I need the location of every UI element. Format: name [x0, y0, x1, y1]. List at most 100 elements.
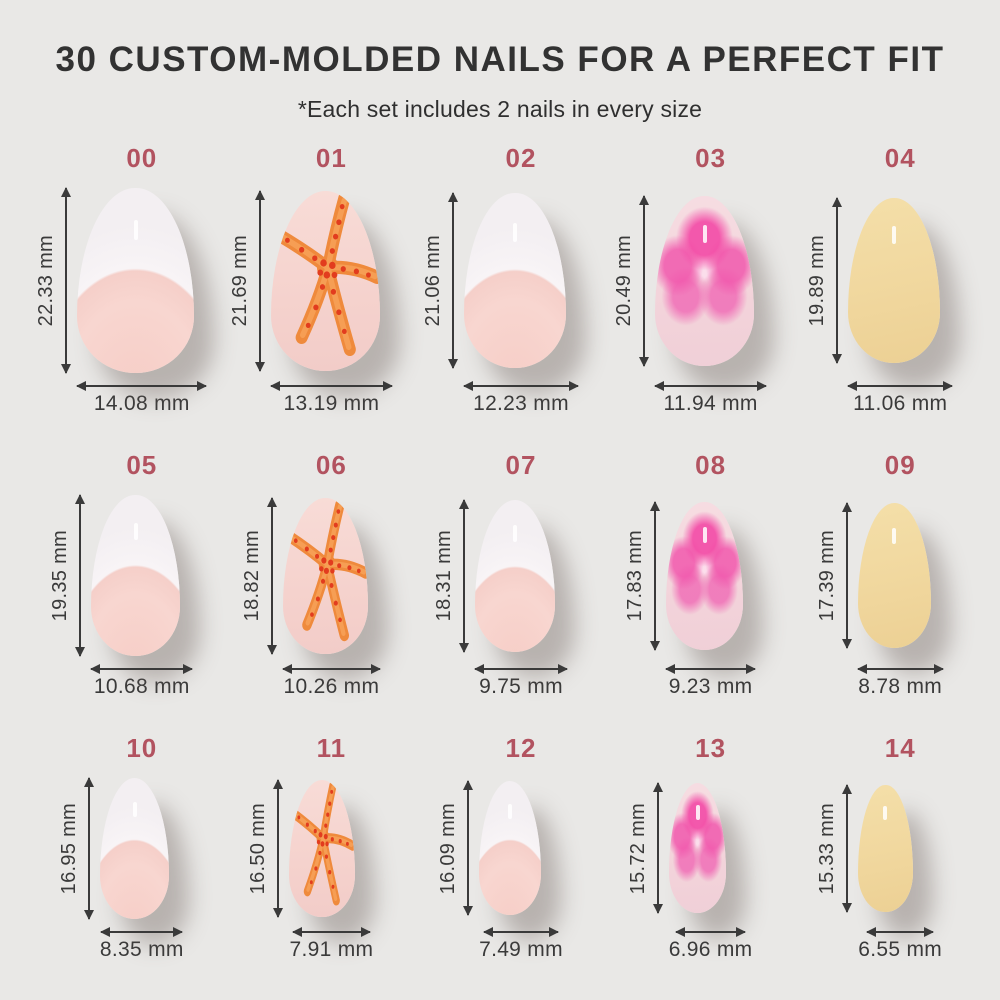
- nail-column: [282, 497, 380, 654]
- vertical-measure-arrow-icon: [654, 501, 657, 650]
- height-measure: 21.69 mm: [228, 190, 261, 371]
- size-number-label: 10: [126, 732, 158, 763]
- width-measurement-label: 8.78 mm: [858, 674, 943, 698]
- nail-size-cell: 01 21.69 mm: [216, 143, 406, 416]
- horizontal-measure-arrow-icon: [77, 385, 207, 388]
- nail-image-pink-flower: [666, 501, 743, 650]
- width-measurement-label: 9.75 mm: [479, 674, 563, 698]
- horizontal-measure-arrow-icon: [292, 930, 371, 933]
- height-measurement-label: 16.95 mm: [57, 802, 80, 894]
- width-measurement-label: 10.26 mm: [283, 674, 380, 698]
- horizontal-measure-arrow-icon: [675, 930, 746, 933]
- horizontal-measure-arrow-icon: [464, 385, 578, 388]
- nail-size-cell: 07 18.31 mm 9.75 mm: [405, 450, 595, 699]
- height-measurement-label: 15.33 mm: [816, 802, 839, 894]
- size-number-label: 14: [884, 732, 916, 763]
- nail-column: [464, 193, 578, 369]
- height-measurement-label: 19.35 mm: [49, 529, 72, 622]
- height-measurement-label: 18.31 mm: [432, 529, 455, 622]
- starfish-icon: [283, 498, 368, 641]
- nail-size-cell: 12 16.09 mm 7.49 mm: [405, 733, 595, 962]
- width-measurement-label: 12.23 mm: [473, 392, 569, 416]
- height-measurement-label: 15.72 mm: [626, 802, 649, 894]
- nail-image-french-tip: [479, 781, 542, 916]
- height-measure: 22.33 mm: [35, 188, 68, 374]
- vertical-measure-arrow-icon: [643, 195, 646, 366]
- nail-size-cell: 02 21.06 mm 12.23 mm: [405, 143, 595, 416]
- height-measurement-label: 21.06 mm: [422, 235, 445, 327]
- width-measurement-label: 13.19 mm: [283, 392, 380, 416]
- horizontal-measure-arrow-icon: [101, 930, 183, 933]
- size-number-label: 05: [126, 450, 158, 481]
- size-number-label: 07: [505, 450, 537, 481]
- nail-size-cell: 05 19.35 mm 10.68 mm: [26, 450, 216, 699]
- vertical-measure-arrow-icon: [270, 497, 273, 654]
- nail-image-french-tip: [77, 188, 195, 374]
- nail-size-cell: 08 17.83 mm 9.23 mm: [595, 450, 785, 699]
- size-number-label: 09: [884, 450, 916, 481]
- height-measure: 16.09 mm: [437, 781, 470, 916]
- width-measurement-label: 9.23 mm: [668, 674, 753, 698]
- height-measure: 15.72 mm: [626, 783, 659, 914]
- nail-image-pink-flower: [668, 783, 727, 914]
- vertical-measure-arrow-icon: [65, 188, 68, 374]
- horizontal-measure-arrow-icon: [91, 667, 193, 670]
- width-measurement-label: 7.49 mm: [479, 937, 563, 961]
- height-measure: 16.95 mm: [57, 777, 90, 919]
- horizontal-measure-arrow-icon: [474, 667, 568, 670]
- width-measurement-label: 10.68 mm: [93, 674, 190, 698]
- nail-column: [270, 190, 392, 371]
- nail-image-solid-yellow: [848, 198, 941, 364]
- width-measurement-label: 11.06 mm: [853, 392, 948, 416]
- size-number-label: 00: [126, 143, 158, 173]
- nail-size-cell: 00 22.33 mm 14.08 mm: [26, 143, 216, 416]
- size-number-label: 12: [505, 732, 537, 763]
- nail-column: [857, 503, 943, 648]
- height-measure: 18.31 mm: [432, 499, 465, 652]
- nail-image-solid-yellow: [858, 784, 913, 912]
- vertical-measure-arrow-icon: [79, 495, 82, 656]
- height-measure: 21.06 mm: [422, 193, 455, 369]
- nail-column: [289, 779, 373, 917]
- nail-column: [848, 198, 952, 364]
- size-number-label: 06: [315, 450, 347, 481]
- height-measurement-label: 18.82 mm: [240, 529, 263, 622]
- width-measurement-label: 7.91 mm: [289, 937, 374, 961]
- horizontal-measure-arrow-icon: [867, 930, 934, 933]
- nail-column: [479, 781, 563, 916]
- vertical-measure-arrow-icon: [846, 784, 849, 912]
- nail-image-orange-starfish: [282, 497, 368, 654]
- page-title: 30 CUSTOM-MOLDED NAILS FOR A PERFECT FIT: [55, 40, 945, 79]
- vertical-measure-arrow-icon: [258, 190, 261, 371]
- nail-column: [858, 784, 942, 912]
- horizontal-measure-arrow-icon: [857, 667, 943, 670]
- vertical-measure-arrow-icon: [87, 777, 90, 919]
- vertical-measure-arrow-icon: [656, 783, 659, 914]
- nail-image-pink-flower: [655, 195, 755, 366]
- height-measure: 15.33 mm: [816, 784, 849, 912]
- height-measure: 17.39 mm: [816, 503, 848, 648]
- size-number-label: 01: [315, 143, 347, 173]
- nail-image-solid-yellow: [857, 503, 931, 648]
- size-number-label: 11: [316, 732, 347, 763]
- nail-image-french-tip: [474, 499, 556, 652]
- width-measurement-label: 11.94 mm: [663, 392, 758, 416]
- nail-size-cell: 03 20.49 mm 11.94 mm: [595, 143, 785, 416]
- horizontal-measure-arrow-icon: [282, 667, 380, 670]
- height-measurement-label: 21.69 mm: [228, 235, 251, 327]
- height-measurement-label: 20.49 mm: [613, 234, 636, 327]
- nail-column: [668, 783, 753, 914]
- horizontal-measure-arrow-icon: [270, 385, 393, 388]
- size-number-label: 03: [695, 143, 727, 173]
- width-measurement-label: 6.96 mm: [668, 937, 753, 961]
- height-measurement-label: 16.50 mm: [247, 802, 270, 894]
- nail-image-french-tip: [99, 777, 170, 919]
- nail-size-cell: 10 16.95 mm 8.35 mm: [26, 733, 216, 962]
- nail-size-cell: 04 19.89 mm 11.06 mm: [784, 143, 974, 416]
- nail-image-orange-starfish: [270, 190, 381, 371]
- height-measure: 20.49 mm: [613, 195, 646, 366]
- nail-column: [77, 188, 206, 374]
- horizontal-measure-arrow-icon: [848, 385, 953, 388]
- width-measurement-label: 8.35 mm: [99, 937, 184, 961]
